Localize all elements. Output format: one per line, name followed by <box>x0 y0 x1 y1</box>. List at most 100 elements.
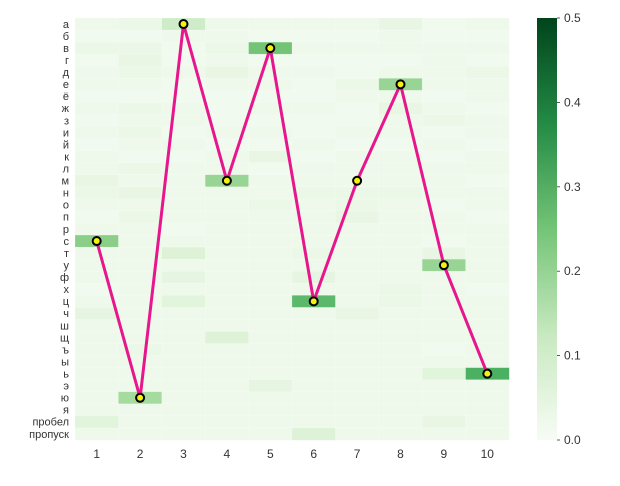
heatmap-cell <box>204 295 250 308</box>
heatmap-cell <box>335 355 380 369</box>
heatmap-cell <box>74 41 119 55</box>
heatmap-cell <box>204 367 250 381</box>
heatmap-cell <box>74 391 119 405</box>
path-point <box>265 43 276 54</box>
heatmap-cell <box>204 379 250 393</box>
heatmap-cell <box>335 29 380 43</box>
heatmap-cell <box>421 65 467 79</box>
heatmap-cell <box>161 367 206 381</box>
heatmap-cell <box>161 186 206 200</box>
path-line <box>95 22 489 400</box>
heatmap-cell <box>378 162 423 176</box>
heatmap-cell <box>421 53 467 67</box>
heatmap-cell <box>248 65 293 79</box>
heatmap-cell <box>421 150 467 164</box>
heatmap-cell <box>421 126 467 140</box>
heatmap-cell <box>161 234 206 248</box>
x-tick-label: 9 <box>441 447 448 461</box>
heatmap-cell <box>291 234 336 248</box>
heatmap-cell <box>465 343 510 357</box>
heatmap-cell <box>74 29 119 43</box>
heatmap-cell <box>421 210 467 224</box>
heatmap-cell <box>335 90 380 103</box>
colorbar-tick-label: 0.4 <box>564 95 581 109</box>
y-tick-label: ж <box>62 103 70 115</box>
heatmap-cell <box>421 234 467 248</box>
heatmap-cell <box>291 65 336 79</box>
heatmap-cell <box>465 415 510 429</box>
heatmap-cell <box>161 102 206 116</box>
heatmap-cell <box>421 138 467 152</box>
path-point <box>395 79 406 90</box>
heatmap-cell <box>204 17 250 31</box>
heatmap-cell <box>421 367 467 381</box>
heatmap-cell <box>465 114 510 128</box>
heatmap-cell <box>161 343 206 357</box>
heatmap-cell <box>204 283 250 296</box>
heatmap-cell <box>248 427 293 441</box>
heatmap-cell <box>291 186 336 200</box>
heatmap-cell <box>465 270 510 284</box>
heatmap-cell <box>421 174 467 188</box>
x-tick-label: 1 <box>93 447 100 461</box>
heatmap-cell <box>204 415 250 429</box>
path-point <box>308 296 319 307</box>
y-tick-label: к <box>64 151 69 163</box>
heatmap-cell <box>465 234 510 248</box>
heatmap-cell <box>204 403 250 417</box>
y-tick-label: б <box>63 31 69 43</box>
heatmap-cell <box>118 283 163 296</box>
heatmap-cell <box>118 403 163 417</box>
heatmap-cell <box>161 198 206 212</box>
y-tick-label: ё <box>63 91 69 103</box>
heatmap-cell <box>335 150 380 164</box>
heatmap-cell <box>421 343 467 357</box>
y-tick-label: в <box>63 43 69 55</box>
heatmap-cell <box>291 90 336 103</box>
heatmap-cell <box>421 319 467 333</box>
path-point <box>352 175 363 186</box>
heatmap-cell <box>161 222 206 236</box>
x-tick-label: 7 <box>354 447 361 461</box>
heatmap-cell <box>161 126 206 140</box>
path-point <box>91 236 102 247</box>
heatmap-cell <box>465 295 510 308</box>
heatmap-cell <box>161 355 206 369</box>
heatmap-cell <box>74 65 119 79</box>
heatmap-cell <box>291 343 336 357</box>
heatmap-cell <box>378 65 423 79</box>
heatmap-cell <box>291 415 336 429</box>
heatmap-cell <box>291 126 336 140</box>
heatmap-cell <box>335 427 380 441</box>
heatmap-cell <box>378 90 423 103</box>
heatmap-cell <box>291 403 336 417</box>
heatmap-cell <box>378 53 423 67</box>
heatmap-cell <box>378 283 423 296</box>
heatmap-cell <box>421 355 467 369</box>
heatmap-cell <box>118 162 163 176</box>
heatmap-cell <box>335 246 380 260</box>
heatmap-cell <box>465 355 510 369</box>
heatmap-cell <box>161 283 206 296</box>
heatmap-cell <box>465 319 510 333</box>
heatmap-cell <box>335 331 380 345</box>
heatmap-cell <box>335 126 380 140</box>
heatmap-cell <box>204 198 250 212</box>
heatmap-cell <box>248 391 293 405</box>
heatmap-cell <box>335 415 380 429</box>
heatmap-cell <box>291 270 336 284</box>
heatmap-cell <box>378 222 423 236</box>
heatmap-cell <box>421 90 467 103</box>
heatmap-cell <box>204 210 250 224</box>
heatmap-cell <box>248 114 293 128</box>
heatmap-cell <box>291 319 336 333</box>
heatmap-cell <box>161 295 206 308</box>
heatmap-cell <box>291 427 336 441</box>
heatmap-cell <box>204 319 250 333</box>
heatmap-cell <box>421 415 467 429</box>
colorbar-tick-label: 0.2 <box>564 264 581 278</box>
heatmap-cell <box>465 78 510 91</box>
y-tick-label: ъ <box>62 344 69 356</box>
heatmap-cell <box>74 331 119 345</box>
